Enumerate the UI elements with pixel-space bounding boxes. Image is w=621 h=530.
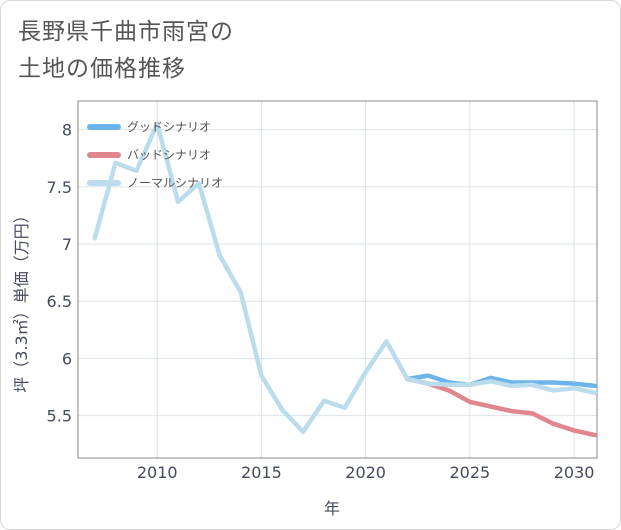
x-axis-label: 年: [324, 499, 340, 518]
y-tick-label: 7.5: [47, 178, 72, 197]
legend-item-bad[interactable]: バッドシナリオ: [87, 148, 211, 162]
y-tick-label: 6.5: [47, 292, 72, 311]
x-tick-label: 2030: [554, 463, 595, 482]
series-line-bad: [405, 376, 597, 438]
legend-label-normal: ノーマルシナリオ: [127, 176, 223, 190]
series-line-good: [405, 373, 597, 389]
x-tick-label: 2025: [449, 463, 490, 482]
y-tick-label: 6: [62, 349, 72, 368]
x-tick-label: 2010: [137, 463, 178, 482]
y-tick-label: 8: [62, 121, 72, 140]
axis-ticks: 2010 2015 2020 2025 2030 5.5 6 6.5 7 7.5 8: [47, 121, 595, 482]
legend-item-normal[interactable]: ノーマルシナリオ: [87, 176, 223, 190]
legend-label-good: グッドシナリオ: [127, 120, 211, 134]
x-tick-label: 2015: [241, 463, 282, 482]
legend[interactable]: グッドシナリオ バッドシナリオ ノーマルシナリオ: [87, 120, 223, 190]
chart-title-line-1: 長野県千曲市雨宮の: [18, 19, 234, 45]
chart-title: 長野県千曲市雨宮の 土地の価格推移: [18, 14, 234, 88]
plot-area-border: [77, 100, 598, 459]
series-layer: [92, 121, 597, 438]
y-axis-label: 坪（3.3㎡）単価（万円）: [12, 207, 31, 392]
y-tick-label: 5.5: [47, 407, 72, 426]
chart-title-line-2: 土地の価格推移: [18, 56, 186, 82]
x-tick-label: 2020: [345, 463, 386, 482]
series-line-normal: [92, 121, 597, 434]
legend-item-good[interactable]: グッドシナリオ: [87, 120, 211, 134]
y-tick-label: 7: [62, 235, 72, 254]
grid-lines: [78, 101, 597, 458]
legend-label-bad: バッドシナリオ: [127, 148, 211, 162]
